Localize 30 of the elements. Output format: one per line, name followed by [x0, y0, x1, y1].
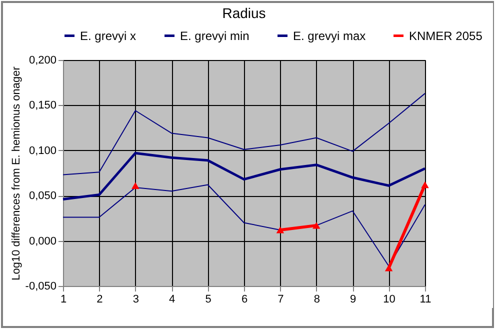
x-tick-label: 5: [205, 294, 212, 306]
x-tick-label: 9: [350, 294, 356, 306]
y-tick-label: 0,150: [28, 100, 56, 112]
x-tick-label: 2: [96, 294, 103, 306]
x-tick-label: 4: [169, 294, 176, 306]
y-tick-label: 0,200: [28, 54, 56, 66]
legend-label: E. grevyi max: [293, 28, 366, 43]
chart-title: Radius: [222, 5, 266, 21]
y-axis-title: Log10 differences from E. hemionus onager: [10, 66, 22, 280]
y-tick-label: 0,000: [28, 235, 56, 248]
x-tick-label: 1: [60, 294, 67, 306]
point: [384, 264, 393, 272]
x-tick-label: 3: [132, 294, 139, 306]
x-tick-label: 10: [383, 294, 396, 306]
point: [312, 222, 320, 229]
y-tick-label: 0,050: [28, 190, 56, 202]
point: [132, 182, 140, 190]
legend-label: KNMER 2055: [409, 28, 483, 43]
y-tick-label: -0,050: [25, 280, 56, 292]
point: [276, 226, 284, 234]
x-tick-label: 7: [278, 294, 284, 306]
x-tick-label: 8: [314, 294, 320, 306]
line-series: [62, 152, 426, 200]
line-series: [62, 92, 426, 176]
x-tick-label: 11: [420, 294, 432, 306]
legend-label: E. grevyi x: [80, 28, 136, 43]
legend-label: E. grevyi min: [180, 28, 250, 43]
point: [421, 181, 429, 188]
x-tick-label: 6: [241, 294, 248, 306]
y-tick-label: 0,100: [28, 144, 56, 157]
